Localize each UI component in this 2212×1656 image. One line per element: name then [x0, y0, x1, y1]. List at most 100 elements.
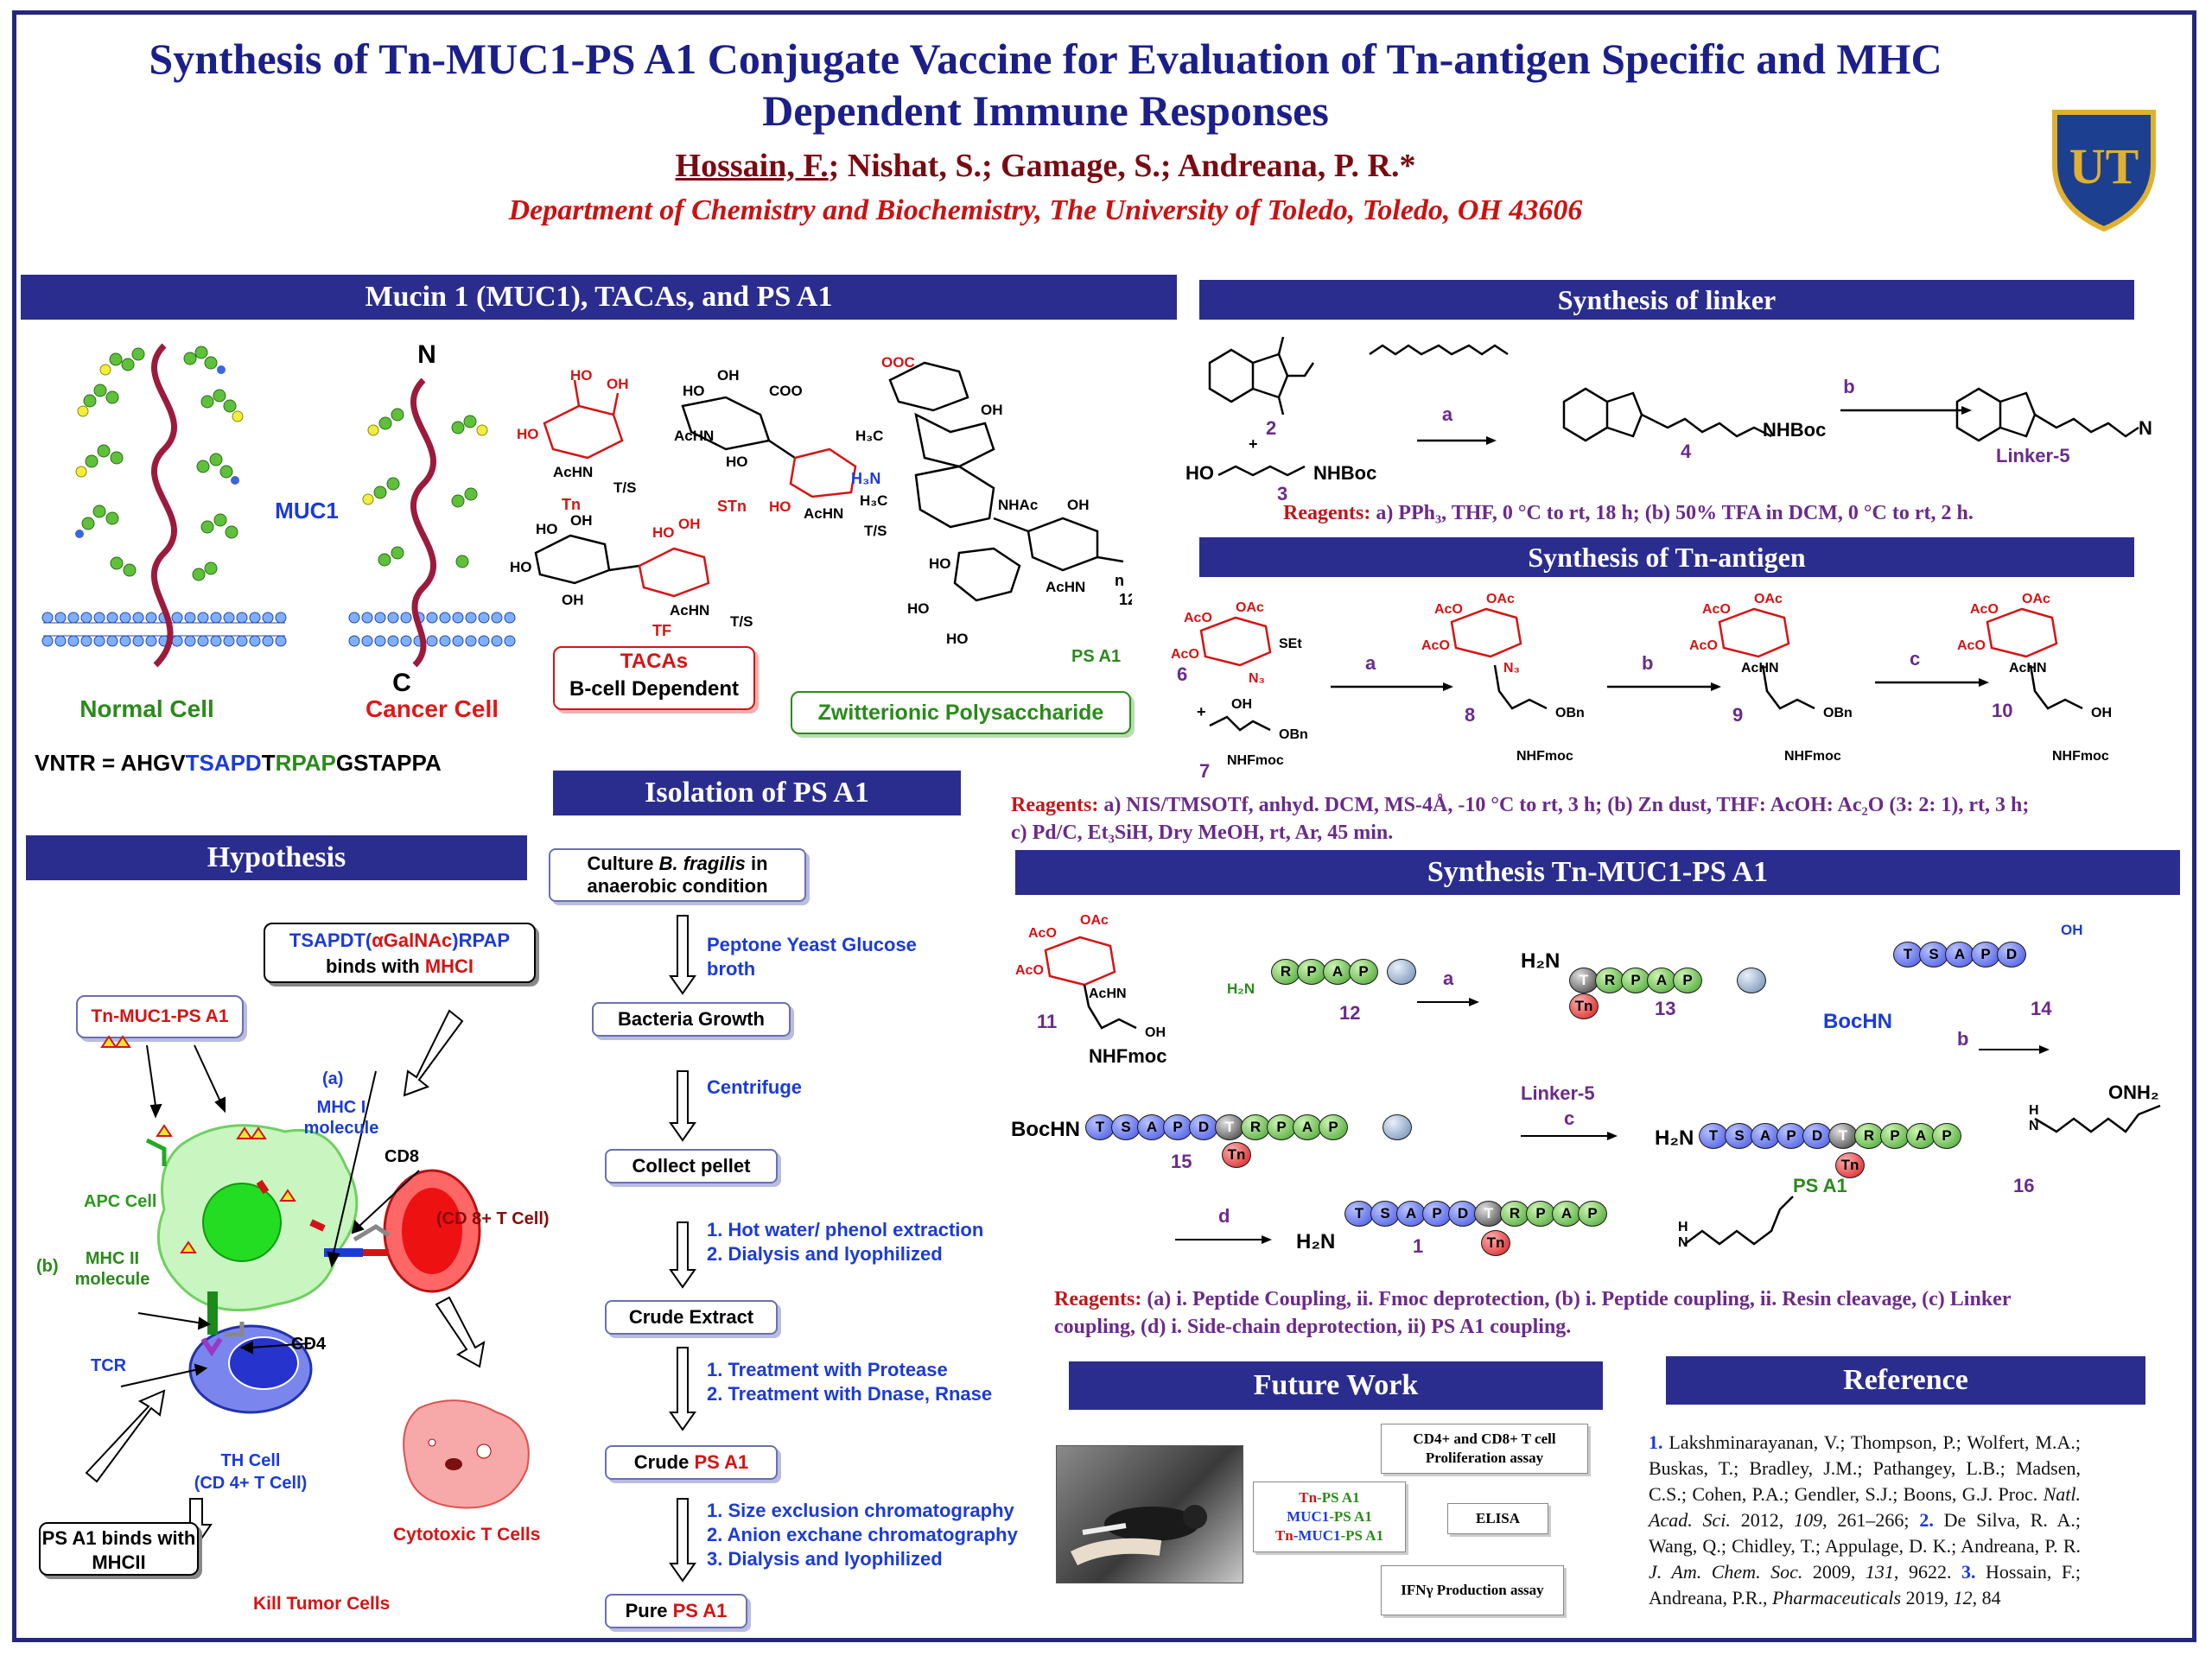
tn-bead: Tn	[1481, 1230, 1510, 1256]
cytotoxic-label: Cytotoxic T Cells	[393, 1525, 541, 1545]
cancer-muc1-helix	[410, 378, 437, 668]
apc-nucleus	[202, 1183, 282, 1262]
reference-list: 1. Lakshminarayanan, V.; Thompson, P.; W…	[1649, 1431, 2082, 1608]
mouse-icon	[1070, 1505, 1207, 1566]
isolation-step-crude-extract: Crude Extract	[605, 1300, 778, 1335]
tacas-box: TACAs B-cell Dependent	[553, 646, 755, 710]
isolation-step-pellet: Collect pellet	[605, 1149, 778, 1183]
svg-text:N₃: N₃	[1249, 671, 1265, 686]
bead-d: D	[1448, 1201, 1478, 1227]
ut-shield-logo: UT	[2052, 110, 2156, 232]
svg-text:OBn: OBn	[1555, 706, 1585, 720]
bead-a: A	[1906, 1123, 1936, 1149]
svg-text:OAc: OAc	[1486, 592, 1515, 606]
bead-p: P	[1880, 1123, 1910, 1149]
peptide-13: T R P A P	[1569, 968, 1766, 993]
compound-13: 13	[1655, 998, 1675, 1019]
taca-structures: HO OH HO AcHN T/S Tn HO OH COO AcHN HO H…	[510, 354, 1132, 666]
svg-text:OH: OH	[678, 516, 701, 532]
peptide-12: R P A P	[1271, 959, 1416, 985]
svg-text:AcHN: AcHN	[1046, 579, 1085, 595]
reference-banner: Reference	[1666, 1356, 2145, 1405]
conjugate-banner: Synthesis Tn-MUC1-PS A1	[1015, 850, 2180, 895]
mhc-ii-molecule	[207, 1291, 218, 1335]
bead-d: D	[1802, 1123, 1832, 1149]
compound-14: 14	[2031, 998, 2052, 1019]
apc-label: APC Cell	[84, 1192, 157, 1211]
svg-text:OH: OH	[1067, 497, 1090, 513]
svg-text:AcO: AcO	[1184, 611, 1212, 625]
conjugate-reagents: Reagents: (a) i. Peptide Coupling, ii. F…	[1054, 1288, 2012, 1338]
bead-r: R	[1854, 1123, 1884, 1149]
tn-antigen-scheme: a b c AcO OAc AcO SEt N₃ 6 + OH OBn NHFm…	[1171, 592, 2112, 782]
hypothesis-diagram	[85, 1009, 530, 1548]
bead-a: A	[1396, 1201, 1426, 1227]
isolation-note-broth: Peptone Yeast Glucose broth	[707, 934, 917, 980]
muc1-membrane-illustration: N C MUC1 Normal Cell Cancer Cell	[41, 340, 516, 722]
svg-text:HO: HO	[652, 524, 675, 541]
svg-text:NHFmoc: NHFmoc	[1089, 1045, 1166, 1067]
svg-text:H₂N: H₂N	[1521, 949, 1560, 973]
mhci-epitope-box: TSAPDT(αGalNAc)RPAP binds with MHCI	[264, 923, 536, 983]
bead-s: S	[1370, 1201, 1400, 1227]
resin-bead	[1387, 959, 1416, 985]
compound-2: 2	[1266, 417, 1276, 439]
bead-p: P	[1297, 959, 1326, 985]
svg-text:OBn: OBn	[1279, 727, 1308, 742]
compound-6: 6	[1177, 663, 1187, 685]
tn-bead: Tn	[1222, 1142, 1251, 1168]
peptide-15: T S A P D T R P A P	[1085, 1114, 1412, 1140]
svg-text:HO: HO	[510, 559, 532, 575]
muc1-label: MUC1	[275, 498, 339, 523]
svg-text:N: N	[2029, 1119, 2039, 1133]
svg-text:a: a	[1443, 968, 1454, 989]
isolation-banner: Isolation of PS A1	[553, 771, 961, 815]
svg-text:c: c	[1910, 648, 1920, 669]
bead-a: A	[1293, 1114, 1322, 1140]
conjugate-scheme: AcO OAc AcO AcHN OH 11 NHFmoc H₂N 12 a H…	[1011, 913, 2161, 1257]
bead-a: A	[1323, 959, 1352, 985]
svg-text:T/S: T/S	[864, 523, 887, 539]
svg-text:OAc: OAc	[1080, 913, 1109, 928]
bead-s: S	[1111, 1114, 1141, 1140]
svg-text:AcO: AcO	[1957, 638, 1986, 653]
svg-text:OAc: OAc	[1236, 600, 1264, 615]
isolation-note-extraction: 1. Hot water/ phenol extraction 2. Dialys…	[707, 1219, 984, 1265]
normal-cell-label: Normal Cell	[79, 695, 214, 722]
svg-text:HO: HO	[517, 426, 539, 442]
svg-text:c: c	[1564, 1107, 1574, 1129]
ps-a1-structure	[888, 361, 1124, 602]
svg-text:SEt: SEt	[1279, 637, 1302, 651]
bead-r: R	[1241, 1114, 1270, 1140]
compound-9: 9	[1732, 704, 1743, 726]
vntr-sequence: VNTR = AHGVTSAPDTRPAPGSTAPPA	[35, 750, 442, 776]
bead-d: D	[1997, 942, 2026, 968]
isolation-step-growth: Bacteria Growth	[592, 1002, 791, 1037]
svg-text:NHFmoc: NHFmoc	[1227, 753, 1284, 768]
svg-text:OH: OH	[570, 512, 593, 529]
svg-text:NHFmoc: NHFmoc	[1784, 749, 1841, 764]
bead-a: A	[1647, 968, 1676, 993]
isolation-arrows	[669, 915, 696, 1583]
svg-text:NHBoc: NHBoc	[1763, 419, 1826, 441]
bead-t: T	[1085, 1114, 1115, 1140]
bead-s: S	[1919, 942, 1948, 968]
compound-3: 3	[1277, 483, 1287, 504]
svg-text:a: a	[1442, 403, 1453, 425]
svg-text:OAc: OAc	[2022, 592, 2050, 606]
svg-text:T/S: T/S	[730, 613, 753, 630]
bead-d: D	[1189, 1114, 1218, 1140]
hypothesis-banner: Hypothesis	[26, 835, 527, 880]
svg-text:H₂N: H₂N	[1296, 1230, 1335, 1253]
linker-banner: Synthesis of linker	[1199, 280, 2134, 320]
author-list: Hossain, F.; Nishat, S.; Gamage, S.; And…	[104, 147, 1987, 185]
compound-7: 7	[1199, 760, 1210, 782]
vaccine-candidate: MUC1-PS A1	[1287, 1508, 1372, 1525]
cancer-cell-label: Cancer Cell	[365, 695, 499, 722]
bead-p: P	[1163, 1114, 1192, 1140]
svg-text:H₃C: H₃C	[855, 428, 883, 444]
peptide-14: T S A P D	[1893, 942, 2026, 968]
cd4-label: CD4	[291, 1335, 327, 1354]
svg-text:OBn: OBn	[1823, 706, 1853, 720]
svg-text:H₃C: H₃C	[860, 492, 887, 509]
